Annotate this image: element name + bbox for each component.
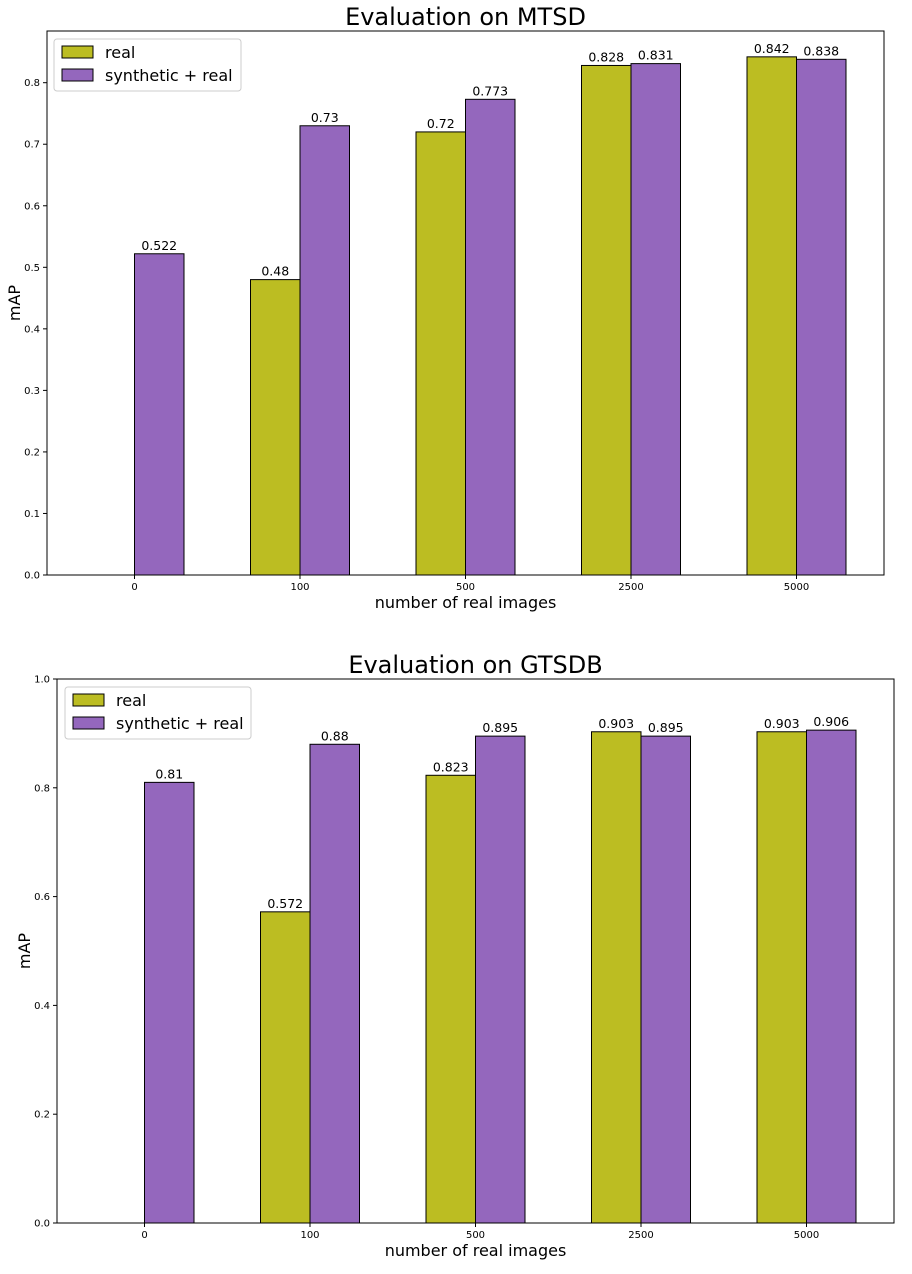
bar-synthetic-real-2500	[630, 63, 681, 576]
x-tick-label-500: 500	[466, 1230, 485, 1241]
bar-synthetic-real-5000	[796, 58, 847, 576]
y-tick-label-0.2: 0.2	[34, 1110, 50, 1121]
legend-swatch-real	[61, 45, 94, 59]
data-label-real-500: 0.72	[427, 116, 455, 131]
legend-label-synthetic-real: synthetic + real	[105, 66, 233, 85]
bar-synthetic-real-500	[465, 98, 516, 576]
legend-box	[64, 686, 252, 740]
data-label-synthetic-real-5000: 0.838	[803, 43, 839, 58]
y-tick-label-0.8: 0.8	[34, 783, 50, 794]
legend-label-real: real	[116, 691, 146, 710]
y-tick-label-0.5: 0.5	[24, 263, 40, 274]
x-tick-label-100: 100	[300, 1230, 319, 1241]
y-tick-label-0.2: 0.2	[24, 447, 40, 458]
bar-real-500	[425, 774, 476, 1224]
y-axis-label: mAP	[15, 933, 34, 970]
y-tick-label-0.0: 0.0	[34, 1219, 50, 1230]
data-label-synthetic-real-500: 0.773	[472, 83, 508, 98]
data-label-synthetic-real-100: 0.73	[311, 110, 339, 125]
bar-synthetic-real-100	[309, 743, 360, 1224]
plot-frame	[46, 30, 885, 576]
data-label-real-2500: 0.903	[598, 716, 634, 731]
bar-synthetic-real-0	[144, 781, 195, 1224]
legend-swatch-synthetic-real	[72, 716, 105, 730]
data-label-real-100: 0.572	[267, 896, 303, 911]
chart-title: Evaluation on GTSDB	[348, 651, 602, 679]
data-label-real-5000: 0.903	[764, 716, 800, 731]
legend-label-real: real	[105, 43, 135, 62]
plot-frame	[56, 678, 895, 1224]
data-label-real-2500: 0.828	[588, 49, 624, 64]
bar-synthetic-real-100	[299, 125, 350, 576]
bar-synthetic-real-5000	[806, 729, 857, 1224]
x-tick-label-5000: 5000	[784, 582, 809, 593]
y-tick-label-1.0: 1.0	[34, 675, 50, 686]
y-tick-label-0.3: 0.3	[24, 386, 40, 397]
bar-synthetic-real-500	[475, 735, 526, 1224]
bar-real-5000	[746, 56, 797, 576]
y-tick-label-0.6: 0.6	[24, 201, 40, 212]
x-tick-label-500: 500	[456, 582, 475, 593]
bar-real-100	[260, 911, 311, 1224]
bar-real-100	[250, 279, 301, 576]
x-axis-label: number of real images	[385, 1241, 567, 1260]
chart-title: Evaluation on MTSD	[345, 3, 586, 31]
gtsdb-chart: Evaluation on GTSDB0.8100.5720.881000.82…	[15, 651, 895, 1260]
data-label-synthetic-real-0: 0.522	[141, 238, 177, 253]
legend-label-synthetic-real: synthetic + real	[116, 714, 244, 733]
bar-real-2500	[581, 64, 632, 576]
bar-synthetic-real-2500	[640, 735, 691, 1224]
x-tick-label-0: 0	[141, 1230, 147, 1241]
data-label-synthetic-real-100: 0.88	[321, 728, 349, 743]
x-tick-label-2500: 2500	[628, 1230, 653, 1241]
data-label-real-500: 0.823	[433, 759, 469, 774]
y-tick-label-0.6: 0.6	[34, 892, 50, 903]
y-tick-label-0.4: 0.4	[34, 1001, 50, 1012]
bar-synthetic-real-0	[134, 253, 185, 576]
x-tick-label-5000: 5000	[794, 1230, 819, 1241]
data-label-synthetic-real-2500: 0.831	[638, 48, 674, 63]
data-label-synthetic-real-2500: 0.895	[648, 720, 684, 735]
y-tick-label-0.7: 0.7	[24, 140, 40, 151]
bar-real-500	[415, 131, 466, 576]
y-tick-label-0.1: 0.1	[24, 509, 40, 520]
data-label-synthetic-real-5000: 0.906	[813, 714, 849, 729]
legend-box	[53, 38, 242, 92]
data-label-synthetic-real-0: 0.81	[155, 766, 183, 781]
legend-swatch-real	[72, 693, 105, 707]
data-label-synthetic-real-500: 0.895	[482, 720, 518, 735]
y-tick-label-0.8: 0.8	[24, 78, 40, 89]
x-tick-label-0: 0	[131, 582, 137, 593]
y-tick-label-0.0: 0.0	[24, 571, 40, 582]
x-tick-label-2500: 2500	[618, 582, 643, 593]
mtsd-chart: Evaluation on MTSD 0.522 0 0.48 0.73 100 0.72 0…	[5, 3, 885, 612]
y-tick-label-0.4: 0.4	[24, 324, 40, 335]
bar-real-5000	[756, 731, 807, 1224]
x-tick-label-100: 100	[290, 582, 309, 593]
legend-swatch-synthetic-real	[61, 68, 94, 82]
data-label-real-100: 0.48	[261, 264, 289, 279]
data-label-real-5000: 0.842	[754, 41, 790, 56]
y-axis-label: mAP	[5, 285, 24, 322]
bar-real-2500	[591, 731, 642, 1224]
x-axis-label: number of real images	[375, 593, 557, 612]
